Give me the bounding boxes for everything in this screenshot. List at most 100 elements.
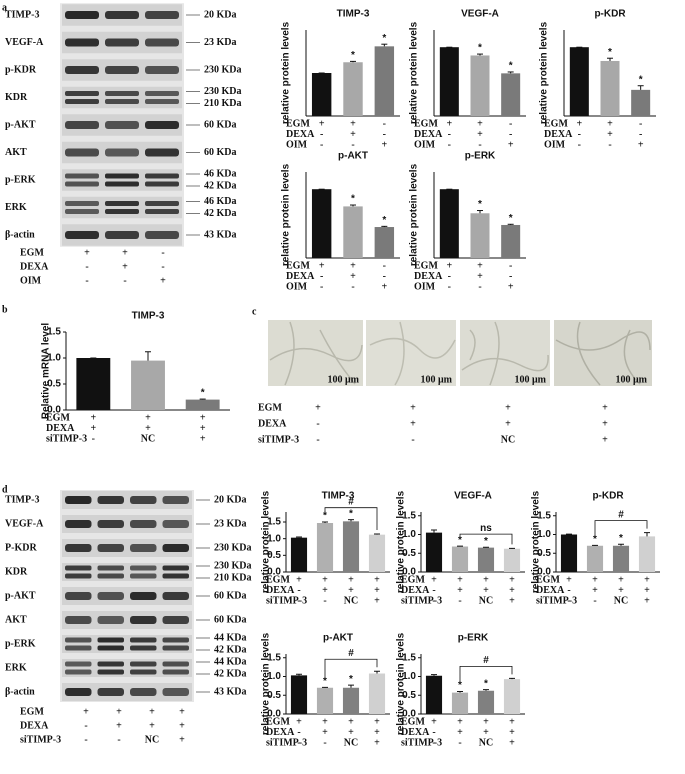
- bar: [343, 62, 363, 116]
- treatment-mark: +: [116, 720, 122, 731]
- blot-strip: [62, 491, 192, 509]
- treatment-mark: -: [117, 734, 120, 745]
- treatment-mark: -: [320, 129, 323, 140]
- treatment-mark: +: [374, 716, 380, 727]
- scale-bar-label: 100 μm: [616, 374, 648, 385]
- treatment-mark: -: [383, 118, 386, 129]
- blot-band: [130, 669, 157, 675]
- significance-mark: *: [458, 680, 462, 691]
- treatment-label: EGM: [401, 716, 425, 727]
- treatment-mark: +: [200, 412, 206, 423]
- y-axis-label: relative protein levels: [261, 490, 272, 593]
- treatment-mark: +: [618, 585, 624, 596]
- treatment-mark: +: [457, 574, 463, 585]
- treatment-mark: +: [505, 402, 511, 413]
- blot-band: [65, 11, 99, 19]
- treatment-mark: -: [578, 139, 581, 150]
- bar: [586, 545, 604, 572]
- blot-band: [145, 181, 179, 187]
- protein-label: AKT: [5, 614, 27, 625]
- blot-band: [97, 592, 124, 600]
- treatment-label: EGM: [414, 260, 438, 271]
- scale-bar-label: 100 μm: [515, 374, 547, 385]
- protein-label: TIMP-3: [5, 9, 39, 20]
- treatment-mark: -: [84, 720, 87, 731]
- treatment-mark: +: [374, 737, 380, 748]
- y-tick-label: 1.5: [47, 327, 61, 338]
- treatment-mark: +: [607, 118, 613, 129]
- blot-band: [97, 661, 124, 667]
- treatment-label: DEXA: [266, 727, 295, 738]
- blot-band: [145, 99, 179, 104]
- bar: [560, 534, 578, 572]
- significance-mark: *: [323, 511, 327, 522]
- y-axis-label: relative protein levels: [261, 632, 272, 735]
- size-label: 230 KDa: [214, 560, 252, 571]
- treatment-mark: +: [618, 574, 624, 585]
- treatment-mark: +: [602, 418, 608, 429]
- bar: [439, 189, 459, 258]
- blot-band: [65, 544, 92, 552]
- y-tick-label: 1.0: [402, 529, 416, 540]
- significance-mark: *: [349, 674, 353, 685]
- treatment-mark: +: [509, 716, 515, 727]
- treatment-mark: -: [383, 260, 386, 271]
- y-tick-label: 1.5: [402, 652, 416, 663]
- treatment-label: DEXA: [286, 129, 315, 140]
- blot-band: [65, 148, 99, 157]
- blot-strip: [62, 86, 182, 109]
- treatment-mark: +: [477, 260, 483, 271]
- y-tick-label: 0.0: [537, 567, 551, 578]
- y-tick-label: 1.0: [537, 529, 551, 540]
- treatment-mark: -: [320, 271, 323, 282]
- blot-band: [65, 616, 92, 624]
- size-label: 23 KDa: [204, 37, 237, 48]
- blot-band: [130, 573, 157, 579]
- y-tick-label: 0.5: [267, 690, 281, 701]
- protein-label: VEGF-A: [5, 518, 44, 529]
- bar: [600, 60, 620, 116]
- y-tick-label: 1.0: [47, 353, 61, 364]
- blot-band: [105, 209, 139, 214]
- blot-band: [162, 565, 189, 571]
- treatment-mark: +: [374, 585, 380, 596]
- blot-band: [97, 573, 124, 579]
- y-tick-label: 0.0: [267, 567, 281, 578]
- blot-band: [145, 173, 179, 179]
- blot-strip: [62, 515, 192, 533]
- treatment-mark: +: [457, 727, 463, 738]
- chart-title: p-ERK: [465, 151, 496, 162]
- bar: [569, 47, 589, 117]
- treatment-mark: -: [478, 281, 481, 292]
- treatment-mark: -: [639, 118, 642, 129]
- treatment-mark: +: [374, 727, 380, 738]
- blot-band: [65, 645, 92, 651]
- treatment-label: DEXA: [266, 585, 295, 596]
- treatment-label: EGM: [286, 118, 310, 129]
- blot-band: [130, 592, 157, 600]
- bar: [316, 523, 334, 572]
- blot-band: [65, 661, 92, 667]
- blot-band: [65, 91, 99, 96]
- treatment-mark: +: [322, 727, 328, 738]
- treatment-label: DEXA: [544, 129, 573, 140]
- blot-band: [65, 496, 92, 504]
- y-axis-label: relative protein levels: [281, 163, 292, 266]
- treatment-mark: NC: [145, 734, 159, 745]
- bar: [374, 227, 395, 258]
- y-tick-label: 0.0: [267, 709, 281, 720]
- y-tick-label: 0.0: [402, 567, 416, 578]
- treatment-mark: -: [432, 737, 435, 748]
- treatment-mark: -: [85, 261, 88, 272]
- size-label: 60 KDa: [214, 590, 247, 601]
- blot-band: [65, 181, 99, 187]
- bar: [368, 673, 386, 714]
- treatment-mark: NC: [479, 595, 493, 606]
- significance-mark: *: [351, 50, 355, 61]
- treatment-mark: +: [602, 434, 608, 445]
- bar: [501, 224, 521, 258]
- micrographs: [268, 320, 652, 386]
- treatment-mark: +: [83, 706, 89, 717]
- treatment-mark: +: [508, 281, 514, 292]
- treatment-mark: +: [348, 585, 354, 596]
